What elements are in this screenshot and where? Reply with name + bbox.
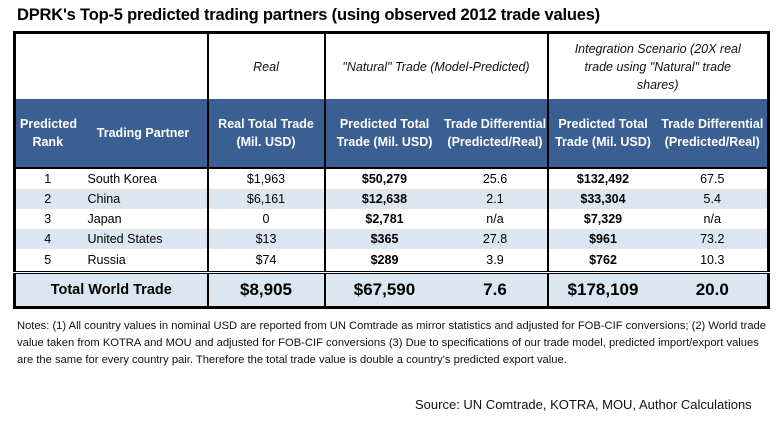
table-row: 5 Russia $74 $289 3.9 $762 10.3 — [14, 249, 769, 274]
integration-predicted-cell: $961 — [546, 229, 658, 249]
col-header-natural-differential: Trade Differential (Predicted/Real) — [443, 99, 548, 169]
partner-cell: United States — [79, 229, 208, 249]
integration-differential-cell: 67.5 — [700, 172, 725, 186]
real-total-cell: $74 — [206, 249, 325, 274]
integration-predicted-cell: $762 — [546, 249, 658, 274]
integration-predicted-cell: $132,492 — [546, 168, 658, 189]
partner-cell: Russia — [79, 249, 208, 274]
col-header-real-total: Real Total Trade (Mil. USD) — [206, 99, 325, 169]
col-header-integration-differential: Trade Differential (Predicted/Real) — [657, 99, 769, 169]
section-header-blank — [15, 33, 208, 100]
partner-cell: China — [79, 189, 208, 209]
rank-cell: 2 — [14, 189, 80, 209]
integration-differential-cell: 10.3 — [657, 249, 769, 274]
natural-predicted-cell: $12,638 — [323, 189, 444, 209]
rank-cell: 1 — [44, 172, 52, 186]
col-header-rank: Predicted Rank — [14, 99, 80, 169]
table-row: 1 South Korea $1,963 $50,279 25.6 $132,4… — [15, 168, 769, 189]
trade-partners-table: Real "Natural" Trade (Model-Predicted) I… — [13, 31, 770, 309]
table-row: 4 United States $13 $365 27.8 $961 73.2 — [14, 229, 769, 249]
total-real: $8,905 — [206, 272, 325, 308]
table-row: 2 China $6,161 $12,638 2.1 $33,304 5.4 — [14, 189, 769, 209]
integration-predicted-cell: $7,329 — [546, 209, 658, 229]
natural-predicted-cell: $289 — [323, 249, 444, 274]
page-title: DPRK's Top-5 predicted trading partners … — [17, 6, 600, 24]
total-row: Total World Trade $8,905 $67,590 7.6 $17… — [14, 272, 769, 308]
total-integration-predicted: $178,109 — [546, 272, 658, 308]
natural-differential-cell: 25.6 — [482, 172, 508, 186]
natural-differential-cell: 27.8 — [443, 229, 548, 249]
natural-predicted-cell: $365 — [323, 229, 444, 249]
section-header-natural: "Natural" Trade (Model-Predicted) — [323, 32, 548, 99]
total-label: Total World Trade — [14, 272, 208, 308]
integration-differential-cell: 73.2 — [657, 229, 769, 249]
total-integration-differential: 20.0 — [657, 272, 769, 308]
natural-predicted-cell: $2,781 — [323, 209, 444, 229]
partner-cell: Japan — [87, 212, 122, 226]
total-natural-differential: 7.6 — [443, 272, 548, 308]
integration-differential-cell: 5.4 — [657, 189, 769, 209]
col-header-partner: Trading Partner — [79, 99, 208, 169]
col-header-natural-predicted: Predicted Total Trade (Mil. USD) — [323, 99, 444, 169]
section-header-row: Real "Natural" Trade (Model-Predicted) I… — [15, 32, 769, 100]
natural-predicted-cell: $50,279 — [323, 168, 444, 189]
source-text: Source: UN Comtrade, KOTRA, MOU, Author … — [415, 397, 752, 412]
natural-differential-cell: n/a — [486, 212, 504, 226]
integration-predicted-cell: $33,304 — [546, 189, 658, 209]
total-natural-predicted: $67,590 — [323, 272, 444, 308]
partner-cell: South Korea — [87, 172, 158, 186]
real-total-cell: 0 — [206, 209, 325, 229]
section-header-integration: Integration Scenario (20X real trade usi… — [546, 32, 769, 99]
rank-cell: 5 — [14, 249, 80, 274]
real-total-cell: $1,963 — [206, 168, 325, 189]
column-header-row: Predicted Rank Trading Partner Real Tota… — [14, 99, 769, 169]
real-total-cell: $6,161 — [206, 189, 325, 209]
rank-cell: 4 — [14, 229, 80, 249]
table-row: 3 Japan 0 $2,781 n/a $7,329 n/a — [15, 209, 769, 229]
section-header-real: Real — [206, 32, 325, 99]
integration-differential-cell: n/a — [703, 212, 721, 226]
notes-text: Notes: (1) All country values in nominal… — [17, 320, 766, 366]
col-header-integration-predicted: Predicted Total Trade (Mil. USD) — [546, 99, 658, 169]
natural-differential-cell: 3.9 — [443, 249, 548, 274]
real-total-cell: $13 — [206, 229, 325, 249]
natural-differential-cell: 2.1 — [443, 189, 548, 209]
rank-cell: 3 — [44, 212, 52, 226]
